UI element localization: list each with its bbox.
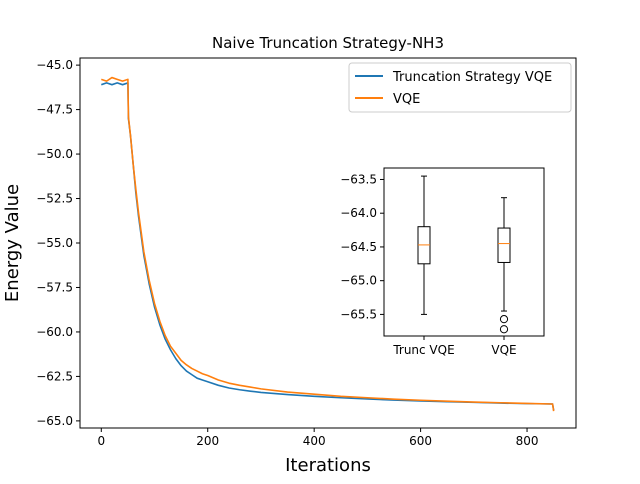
series-line-1 [101, 76, 555, 412]
inset-y-tick-label: −63.5 [340, 172, 377, 186]
chart-title: Naive Truncation Strategy-NH3 [212, 34, 444, 52]
legend: Truncation Strategy VQE VQE [348, 62, 572, 113]
inset-y-tick-label: −65.5 [340, 307, 377, 321]
outlier-point [499, 325, 509, 334]
inset-boxes [417, 175, 511, 334]
box-vqe [497, 197, 511, 334]
box-trunc-vqe [417, 175, 431, 315]
legend-box [348, 62, 572, 113]
iqr-box [497, 227, 511, 263]
main-y-ticks: −45.0 −47.5 −50.0 −52.5 −55.0 −57.5 −60.0 −62.5… [36, 58, 80, 428]
y-tick-label: −45.0 [36, 58, 73, 72]
inset-y-tick-label: −64.5 [340, 240, 377, 254]
y-tick-label: −57.5 [36, 280, 73, 294]
main-plot: 0 200 400 600 800 −45.0−47.5−50.0−52.5−55.0−… [2, 57, 577, 476]
y-tick-label: −65.0 [36, 414, 73, 428]
main-series-lines [101, 76, 555, 412]
main-x-ticks: 0 200 400 600 800 [97, 428, 538, 448]
inset-y-tick-label: −65.0 [340, 274, 377, 288]
inset-y-ticks: −63.5 −64.0 −64.5 −65.0 −65.5 [340, 172, 384, 321]
inset-x-tick-label: Trunc VQE [392, 343, 454, 357]
legend-label-truncation: Truncation Strategy VQE [392, 70, 552, 85]
inset-x-tick-label: VQE [491, 343, 516, 357]
y-tick-label: −55.0 [36, 236, 73, 250]
inset-axes-frame [383, 167, 545, 337]
outlier-point [499, 315, 509, 324]
inset-x-ticks: Trunc VQE VQE [392, 336, 517, 357]
y-tick-label: −62.5 [36, 369, 73, 383]
inset-boxplot: −63.5 −64.0 −64.5 −65.0 −65.5 Trunc VQE VQE [340, 167, 545, 357]
x-tick-label: 800 [516, 434, 539, 448]
x-tick-label: 200 [196, 434, 219, 448]
y-tick-label: −52.5 [36, 192, 73, 206]
x-tick-label: 400 [303, 434, 326, 448]
x-tick-label: 0 [97, 434, 105, 448]
y-tick-label: −60.0 [36, 325, 73, 339]
x-tick-label: 600 [409, 434, 432, 448]
x-axis-label: Iterations [285, 455, 371, 476]
y-axis-label: Energy Value [2, 184, 23, 302]
y-tick-label: −50.0 [36, 147, 73, 161]
legend-label-vqe: VQE [393, 92, 420, 107]
inset-axes-background [384, 168, 544, 336]
y-tick-label: −47.5 [36, 103, 73, 117]
inset-y-tick-label: −64.0 [340, 206, 377, 220]
